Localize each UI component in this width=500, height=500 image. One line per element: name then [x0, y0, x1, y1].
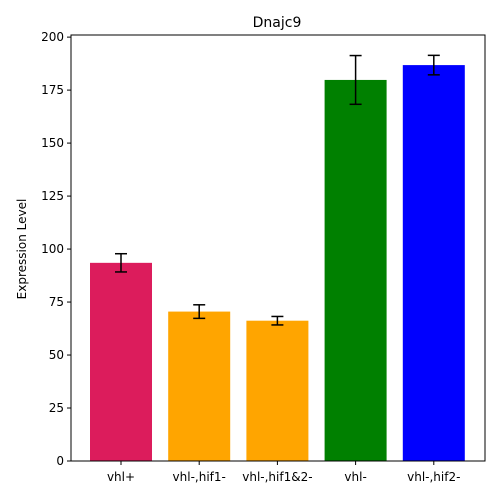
bar-0 [90, 262, 152, 461]
bar-3 [324, 79, 387, 462]
x-tick-label: vhl- [344, 470, 366, 484]
y-tick-label: 25 [49, 401, 64, 415]
error-bars [115, 54, 440, 326]
y-tick-label: 75 [49, 295, 64, 309]
x-tick-label: vhl-,hif1- [173, 470, 226, 484]
x-axis-ticks: vhl+ vhl-,hif1- vhl-,hif1&2- vhl-vhl-,hif2- [107, 461, 460, 484]
y-tick-label: 125 [41, 189, 64, 203]
bars [90, 65, 465, 462]
x-tick-label: vhl-,hif1&2- [242, 470, 312, 484]
y-tick-label: 100 [41, 242, 64, 256]
x-tick-label: vhl+ [107, 470, 135, 484]
y-axis-ticks: 0 25 50 75 100 125 150 175 200 [41, 30, 71, 468]
y-tick-label: 150 [41, 136, 64, 150]
plot-frame [70, 34, 486, 462]
bar-4 [402, 65, 465, 461]
y-axis-label: Expression Level [15, 199, 29, 300]
y-tick-label: 200 [41, 30, 64, 44]
y-tick-label: 0 [56, 454, 64, 468]
chart-title: Dnajc9 [253, 15, 302, 31]
y-tick-label: 175 [41, 83, 64, 97]
bar-2 [246, 320, 309, 461]
x-tick-label: vhl-,hif2- [407, 470, 460, 484]
y-tick-label: 50 [49, 348, 64, 362]
bar-1 [168, 311, 231, 461]
